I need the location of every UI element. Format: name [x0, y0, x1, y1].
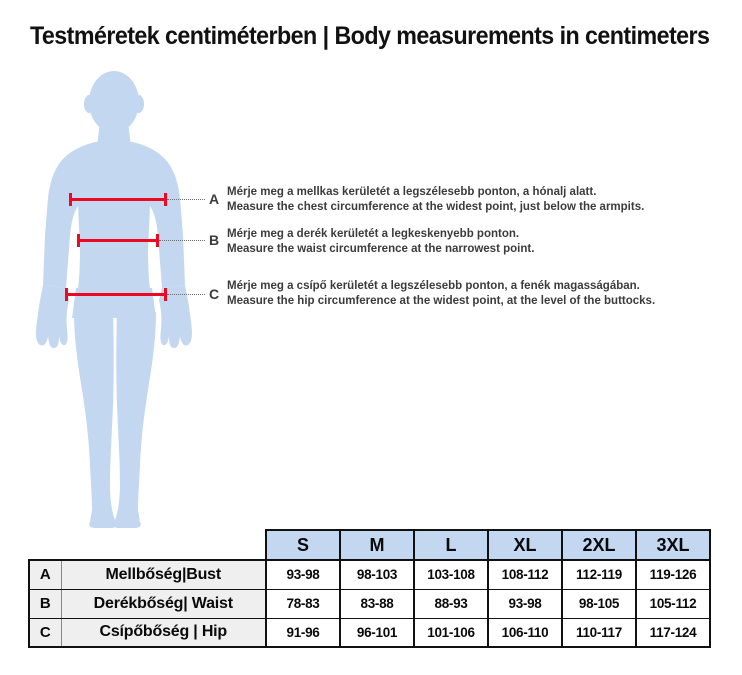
waist-instruction-en: Measure the waist circumference at the n… — [227, 243, 535, 255]
hip-measure-cap-left — [65, 288, 68, 301]
chest-instruction-hu: Mérje meg a mellkas kerületét a legszéle… — [227, 186, 597, 198]
chest-instruction: Mérje meg a mellkas kerületét a legszéle… — [227, 185, 644, 215]
size-chart-table: S M L XL 2XL 3XL A Mellbőség|Bust 93-98 … — [28, 529, 711, 648]
hip-instruction-en: Measure the hip circumference at the wid… — [227, 295, 656, 307]
hip-2xl: 110-117 — [561, 617, 637, 648]
header-size-3xl: 3XL — [635, 529, 711, 561]
chest-measure-cap-left — [69, 193, 72, 206]
chest-measure-line — [70, 198, 166, 201]
table-row: A Mellbőség|Bust 93-98 98-103 103-108 10… — [28, 559, 711, 590]
chest-measure-cap-right — [164, 193, 167, 206]
ear-left-shape — [84, 95, 94, 113]
waist-measure-line — [78, 239, 158, 242]
arm-left-hand-shape — [36, 285, 69, 348]
hip-instruction: Mérje meg a csípő kerületét a legszélese… — [227, 279, 655, 309]
waist-l: 88-93 — [413, 588, 489, 619]
body-silhouette-svg — [36, 71, 192, 528]
page-title: Testméretek centiméterben | Body measure… — [30, 22, 710, 50]
arm-right-hand-shape — [159, 285, 192, 348]
hip-measure-cap-right — [164, 288, 167, 301]
bust-m: 98-103 — [339, 559, 415, 590]
header-size-l: L — [413, 529, 489, 561]
chest-marker-letter: A — [208, 191, 220, 207]
hip-marker-letter: C — [208, 286, 220, 302]
table-row: C Csípőbőség | Hip 91-96 96-101 101-106 … — [28, 617, 711, 648]
header-size-xl: XL — [487, 529, 563, 561]
waist-instruction: Mérje meg a derék kerületét a legkeskeny… — [227, 227, 534, 257]
waist-m: 83-88 — [339, 588, 415, 619]
row-label-bust: Mellbőség|Bust — [60, 559, 267, 590]
waist-3xl: 105-112 — [635, 588, 711, 619]
hip-l: 101-106 — [413, 617, 489, 648]
header-size-2xl: 2XL — [561, 529, 637, 561]
header-blank-label — [61, 530, 266, 560]
header-size-s: S — [265, 529, 341, 561]
row-letter-a: A — [28, 559, 62, 590]
row-letter-c: C — [28, 617, 62, 648]
hip-3xl: 117-124 — [635, 617, 711, 648]
bust-l: 103-108 — [413, 559, 489, 590]
hip-m: 96-101 — [339, 617, 415, 648]
header-blank-letter — [29, 530, 61, 560]
ear-right-shape — [134, 95, 144, 113]
waist-s: 78-83 — [265, 588, 341, 619]
bust-xl: 108-112 — [487, 559, 563, 590]
hip-measure-line — [66, 293, 166, 296]
hip-s: 91-96 — [265, 617, 341, 648]
hip-instruction-hu: Mérje meg a csípő kerületét a legszélese… — [227, 280, 640, 292]
table-header-row: S M L XL 2XL 3XL — [29, 529, 711, 561]
waist-marker-letter: B — [208, 232, 220, 248]
row-label-hip: Csípőbőség | Hip — [60, 617, 267, 648]
head-shape — [89, 71, 139, 133]
table-row: B Derékbőség| Waist 78-83 83-88 88-93 93… — [28, 588, 711, 619]
waist-measure-cap-right — [156, 234, 159, 247]
waist-leader-line — [159, 240, 205, 241]
waist-measure-cap-left — [77, 234, 80, 247]
leg-right-shape — [114, 312, 156, 528]
hip-xl: 106-110 — [487, 617, 563, 648]
body-figure — [0, 60, 230, 535]
row-letter-b: B — [28, 588, 62, 619]
bust-s: 93-98 — [265, 559, 341, 590]
waist-instruction-hu: Mérje meg a derék kerületét a legkeskeny… — [227, 228, 520, 240]
bust-2xl: 112-119 — [561, 559, 637, 590]
neck-shape — [97, 122, 131, 146]
chest-leader-line — [167, 199, 205, 200]
header-size-m: M — [339, 529, 415, 561]
waist-xl: 93-98 — [487, 588, 563, 619]
bust-3xl: 119-126 — [635, 559, 711, 590]
waist-2xl: 98-105 — [561, 588, 637, 619]
torso-shape — [43, 140, 185, 305]
hip-leader-line — [167, 294, 205, 295]
chest-instruction-en: Measure the chest circumference at the w… — [227, 201, 645, 213]
leg-left-shape — [74, 312, 116, 528]
row-label-waist: Derékbőség| Waist — [60, 588, 267, 619]
